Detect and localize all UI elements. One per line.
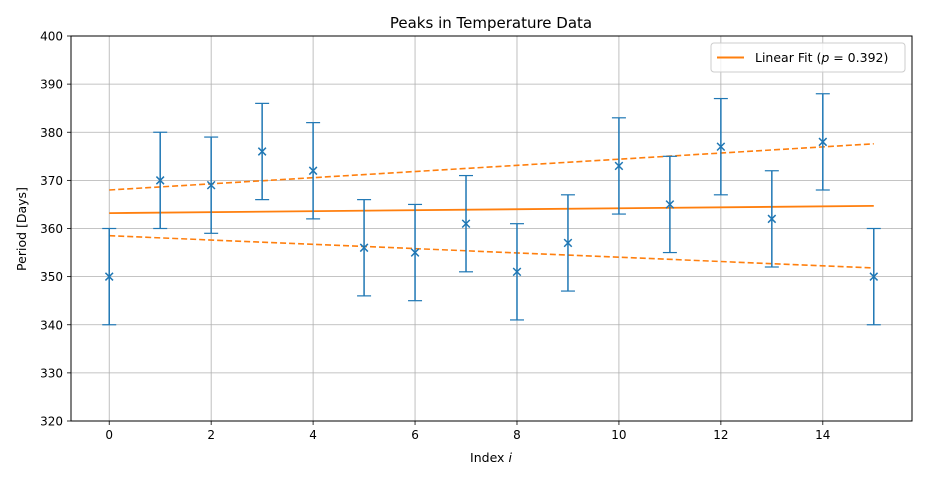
legend-fit-label: Linear Fit (p = 0.392) xyxy=(755,50,888,65)
data-point xyxy=(869,272,879,281)
fit-lower-bound-line xyxy=(109,234,874,269)
y-axis-label: Period [Days] xyxy=(14,187,29,271)
x-tick-label: 10 xyxy=(611,428,626,442)
fit-upper-bound-line xyxy=(109,143,874,191)
chart-title: Peaks in Temperature Data xyxy=(390,14,592,32)
y-tick-label: 330 xyxy=(40,366,63,380)
data-point xyxy=(563,238,573,248)
data-point xyxy=(104,272,114,281)
y-tick-label: 340 xyxy=(40,318,63,332)
y-tick-label: 370 xyxy=(40,174,63,188)
x-tick-label: 8 xyxy=(513,428,521,442)
data-point xyxy=(665,200,675,209)
x-axis-label-var: i xyxy=(508,450,512,465)
x-tick-label: 12 xyxy=(713,428,728,442)
y-tick-label: 400 xyxy=(40,30,63,44)
data-point xyxy=(767,214,777,224)
x-tick-label: 2 xyxy=(207,428,215,442)
x-axis-ticks: 0 2 4 6 8 10 12 14 xyxy=(105,421,830,442)
data-markers xyxy=(104,137,879,281)
x-axis-label-text: Index xyxy=(470,450,504,465)
legend: Linear Fit (p = 0.392) xyxy=(710,42,906,73)
data-point xyxy=(206,180,216,190)
data-point xyxy=(257,147,267,156)
data-point xyxy=(614,161,624,171)
fit-line xyxy=(109,204,874,214)
y-tick-label: 350 xyxy=(40,270,63,284)
data-point xyxy=(461,219,471,229)
fit-line-group xyxy=(109,204,874,214)
x-tick-label: 14 xyxy=(815,428,830,442)
y-tick-label: 390 xyxy=(40,78,63,92)
data-point xyxy=(155,176,165,185)
data-point xyxy=(716,142,726,152)
legend-fit-prefix: Linear Fit ( xyxy=(755,50,821,65)
data-point xyxy=(410,248,420,257)
x-axis-label: Index i xyxy=(470,450,512,465)
x-tick-label: 6 xyxy=(411,428,419,442)
data-point xyxy=(512,267,522,277)
fit-confidence-lines xyxy=(109,143,874,269)
y-tick-label: 360 xyxy=(40,222,63,236)
legend-fit-var: p xyxy=(820,50,829,65)
y-axis-ticks: 320 330 340 350 360 370 380 390 400 xyxy=(40,30,71,429)
y-tick-label: 380 xyxy=(40,126,63,140)
data-point xyxy=(308,166,318,176)
x-tick-label: 4 xyxy=(309,428,317,442)
legend-box xyxy=(710,42,906,73)
y-tick-label: 320 xyxy=(40,415,63,429)
x-tick-label: 0 xyxy=(105,428,113,442)
legend-fit-suffix: = 0.392) xyxy=(829,50,888,65)
data-point xyxy=(359,243,369,253)
data-point xyxy=(818,137,828,147)
